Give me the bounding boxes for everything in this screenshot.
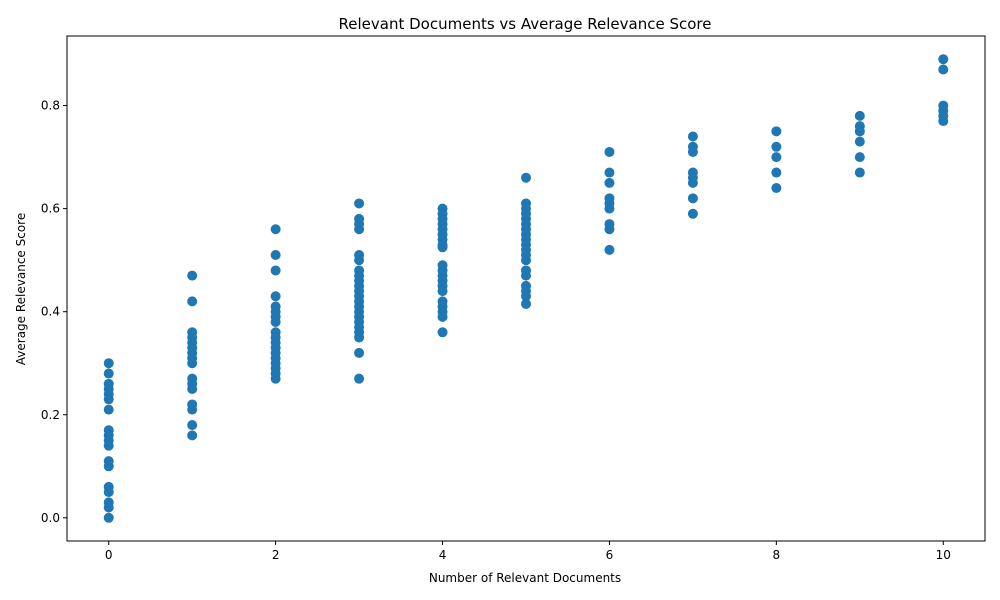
- data-point: [270, 224, 281, 235]
- data-point: [187, 430, 198, 441]
- data-point: [771, 152, 782, 163]
- y-axis-label: Average Relevance Score: [14, 213, 28, 365]
- data-point: [354, 332, 365, 343]
- y-tick-label: 0.0: [41, 511, 60, 525]
- data-point: [521, 298, 531, 309]
- data-point: [604, 177, 615, 188]
- data-point: [103, 487, 114, 498]
- data-point: [103, 440, 114, 451]
- data-point: [687, 193, 698, 204]
- data-point: [354, 347, 365, 358]
- data-point: [521, 270, 531, 281]
- x-tick-label: 4: [439, 548, 447, 562]
- data-point: [938, 116, 949, 127]
- data-point: [687, 208, 698, 219]
- data-point: [187, 404, 198, 415]
- data-point: [687, 177, 698, 188]
- data-point: [938, 64, 949, 75]
- data-point: [604, 224, 615, 235]
- y-tick-label: 0.8: [41, 99, 60, 113]
- data-point: [270, 291, 281, 302]
- x-tick-label: 0: [105, 548, 113, 562]
- data-point: [771, 183, 782, 194]
- data-point: [604, 203, 615, 214]
- data-point: [187, 270, 198, 281]
- data-point: [354, 373, 365, 384]
- data-points: [103, 54, 949, 523]
- data-point: [771, 141, 782, 152]
- data-point: [187, 358, 198, 369]
- y-tick-label: 0.4: [41, 305, 60, 319]
- chart-title: Relevant Documents vs Average Relevance …: [339, 15, 712, 33]
- data-point: [354, 255, 365, 266]
- data-point: [103, 368, 114, 379]
- data-point: [854, 126, 865, 137]
- data-point: [854, 110, 865, 121]
- data-point: [521, 291, 531, 302]
- data-point: [854, 152, 865, 163]
- data-point: [771, 167, 782, 178]
- plot-frame: [66, 35, 986, 542]
- y-tick-label: 0.6: [41, 202, 60, 216]
- data-point: [854, 167, 865, 178]
- data-point: [103, 404, 114, 415]
- data-point: [270, 250, 281, 261]
- data-point: [103, 512, 114, 523]
- data-point: [437, 311, 448, 322]
- x-tick-label: 6: [606, 548, 614, 562]
- x-axis-ticks: 0 2 4 6 8 10: [105, 541, 951, 562]
- data-point: [103, 461, 114, 472]
- data-point: [771, 126, 782, 137]
- data-point: [103, 394, 114, 405]
- data-point: [521, 255, 531, 266]
- data-point: [437, 242, 448, 253]
- data-point: [187, 296, 198, 307]
- data-point: [270, 265, 281, 276]
- x-axis-label: Number of Relevant Documents: [429, 571, 621, 585]
- data-point: [270, 373, 281, 384]
- data-point: [604, 146, 615, 157]
- data-point: [687, 146, 698, 157]
- data-point: [938, 54, 949, 65]
- data-point: [437, 286, 448, 297]
- data-point: [604, 167, 615, 178]
- data-point: [604, 244, 615, 255]
- data-point: [354, 224, 365, 235]
- data-point: [854, 136, 865, 147]
- data-point: [437, 327, 448, 338]
- y-tick-label: 0.2: [41, 408, 60, 422]
- data-point: [187, 383, 198, 394]
- data-point: [270, 316, 281, 327]
- data-point: [103, 358, 114, 369]
- data-point: [687, 131, 698, 142]
- x-tick-label: 2: [272, 548, 280, 562]
- data-point: [103, 502, 114, 513]
- x-tick-label: 10: [936, 548, 951, 562]
- x-tick-label: 8: [773, 548, 781, 562]
- data-point: [187, 420, 198, 431]
- data-point: [354, 198, 365, 209]
- data-point: [521, 172, 531, 183]
- y-axis-ticks: 0.0 0.2 0.4 0.6 0.8: [41, 99, 67, 525]
